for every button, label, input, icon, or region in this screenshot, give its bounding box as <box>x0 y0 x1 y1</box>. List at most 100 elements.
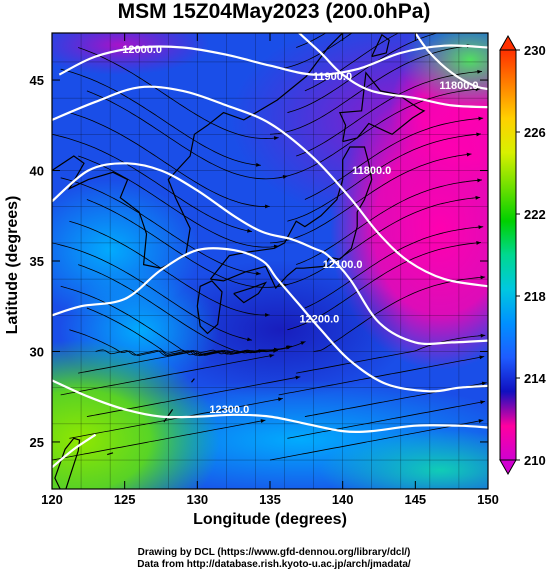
streamline <box>269 419 484 461</box>
streamline <box>60 68 261 166</box>
colorbar-tick-label: 218 <box>524 289 546 304</box>
coastline <box>209 146 373 290</box>
streamline-arrow <box>256 162 261 167</box>
x-axis-ticks: 120 125 130 135 140 145 150 <box>41 33 499 507</box>
streamline <box>287 133 482 222</box>
contour-line-12100 <box>52 162 488 346</box>
streamline-arrow <box>478 419 484 423</box>
coastline <box>163 409 174 423</box>
streamline-arrow <box>480 275 486 280</box>
chart-title: MSM 15Z04May2023 (200.0hPa) <box>117 0 431 23</box>
x-tick-label: 150 <box>477 492 499 507</box>
streamline <box>78 155 279 248</box>
coastline <box>338 71 426 143</box>
streamline-arrow <box>300 341 306 346</box>
streamline <box>278 33 353 70</box>
streamline-arrow <box>282 175 288 179</box>
streamline-arrow <box>265 313 270 317</box>
streamline-arrow <box>269 353 275 358</box>
streamline <box>69 398 283 439</box>
contour-label: 11900.0 <box>313 71 352 83</box>
streamline <box>86 307 293 356</box>
green-region-southwest <box>52 340 220 489</box>
streamline-arrow <box>478 8 483 12</box>
streamline <box>304 226 484 309</box>
streamline <box>60 285 264 356</box>
contour-layer <box>52 33 488 469</box>
coastline <box>107 452 114 456</box>
x-tick-label: 130 <box>186 492 208 507</box>
streamline-arrow <box>287 345 293 350</box>
y-axis-label: Latitude (degrees) <box>4 195 21 335</box>
contour-label: 11800.0 <box>352 165 391 177</box>
streamline-arrow <box>475 87 481 92</box>
green-region-northeast <box>400 33 488 110</box>
streamline-arrow <box>477 69 483 74</box>
streamline <box>296 179 483 265</box>
streamline <box>287 33 439 113</box>
contour-line-12050 <box>52 85 488 288</box>
x-tick-label: 135 <box>259 492 281 507</box>
y-tick-label: 25 <box>30 435 44 450</box>
contour-line-12350 <box>52 433 97 469</box>
streamline-arrow <box>265 204 270 209</box>
contour-line-12000 <box>58 44 488 76</box>
streamline <box>60 177 261 275</box>
streamline-arrow <box>247 337 252 342</box>
y-axis-ticks: 25 30 35 40 45 <box>30 73 488 450</box>
colorbar-min-arrow <box>499 459 517 476</box>
colorbar-tick-label: 226 <box>524 125 546 140</box>
streamline <box>278 356 485 396</box>
credit-line-1: Drawing by DCL (https://www.gfd-dennou.o… <box>137 547 411 558</box>
credit-line-2: Data from http://database.rish.kyoto-u.a… <box>137 559 411 570</box>
streamline-arrow <box>479 355 485 360</box>
streamline <box>287 401 486 439</box>
coastline <box>371 33 390 58</box>
purple-region-northwest <box>52 33 210 75</box>
streamline <box>52 242 252 341</box>
colorbar: 210 214 218 222 226 230 <box>499 34 546 476</box>
contour-label: 12100.0 <box>323 259 363 271</box>
streamline-arrow <box>260 419 266 423</box>
streamline-arrow <box>478 225 484 230</box>
contour-line-11900 <box>298 33 488 109</box>
coastline <box>191 378 195 383</box>
coastline <box>54 437 81 489</box>
contour-line-12200 <box>52 247 488 393</box>
x-tick-label: 120 <box>41 492 63 507</box>
streamline <box>296 334 486 374</box>
colorbar-tick-label: 214 <box>524 371 546 386</box>
streamline <box>69 220 270 316</box>
colorbar-ticks: 210 214 218 222 226 230 <box>516 43 546 468</box>
streamline <box>278 88 481 179</box>
colorbar-tick-label: 210 <box>524 453 546 468</box>
streamline-arrow <box>247 228 252 233</box>
streamline-arrow <box>476 132 482 137</box>
streamline <box>304 117 484 200</box>
contour-line-11800 <box>414 33 488 91</box>
y-tick-label: 45 <box>30 73 44 88</box>
streamline-arrow <box>273 136 279 140</box>
y-tick-label: 40 <box>30 164 44 179</box>
colorbar-tick-label: 230 <box>524 43 546 58</box>
streamline <box>296 71 483 157</box>
colorbar-tick-label: 222 <box>524 207 546 222</box>
streamline-arrow <box>481 381 487 386</box>
streamline-arrow <box>478 116 484 121</box>
x-tick-label: 145 <box>404 492 426 507</box>
streamline-arrow <box>476 24 481 28</box>
teal-region-southeast <box>320 430 488 489</box>
x-tick-label: 140 <box>332 492 354 507</box>
streamline <box>86 90 288 180</box>
dark-blue-band <box>150 260 410 400</box>
y-tick-label: 30 <box>30 344 44 359</box>
streamline <box>69 112 270 207</box>
streamline <box>269 45 472 135</box>
contour-line-12300 <box>52 379 488 433</box>
x-tick-label: 125 <box>114 492 136 507</box>
colorbar-bar <box>499 49 517 461</box>
streamline-arrow <box>477 178 483 183</box>
x-axis-label: Longitude (degrees) <box>193 511 347 528</box>
streamline <box>52 133 252 232</box>
streamline-arrow <box>277 397 283 402</box>
